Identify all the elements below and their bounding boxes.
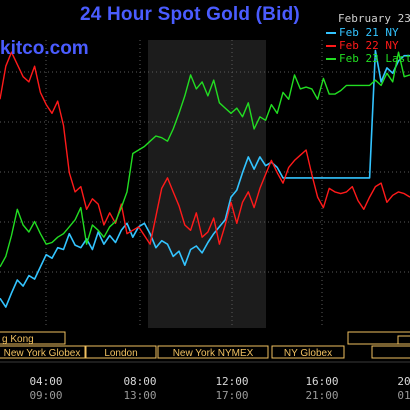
legend-label-feb21: Feb 21 NY — [339, 26, 399, 39]
legend-item-feb23: Feb 23 Last — [326, 52, 410, 65]
legend-swatch-feb23 — [326, 57, 336, 60]
legend-item-feb22: Feb 22 NY — [326, 39, 410, 52]
x-tick-label-1: 08:00 — [123, 375, 156, 388]
session-box-london — [85, 345, 157, 359]
legend: Feb 21 NY Feb 22 NY Feb 23 Last — [326, 26, 410, 65]
session-box-row1-right — [347, 331, 410, 345]
legend-swatch-feb22 — [326, 44, 336, 47]
session-label-hongkong: g Kong — [2, 334, 34, 345]
x-tick-label-2: 12:00 — [215, 375, 248, 388]
date-label: February 23 — [338, 12, 410, 25]
x-tick-secondary-label-3: 21:00 — [305, 389, 338, 402]
session-box-hongkong — [0, 331, 66, 345]
x-tick-secondary-label-4: 01 — [397, 389, 410, 402]
london-session-band — [148, 40, 266, 328]
legend-label-feb23: Feb 23 Last — [339, 52, 410, 65]
session-label-ny-globex: NY Globex — [284, 348, 332, 359]
x-tick-secondary-label-2: 17:00 — [215, 389, 248, 402]
series-line-feb22 — [0, 51, 410, 245]
x-tick-label-3: 16:00 — [305, 375, 338, 388]
session-box-ny-globex — [271, 345, 345, 359]
x-tick-label-0: 04:00 — [29, 375, 62, 388]
legend-label-feb22: Feb 22 NY — [339, 39, 399, 52]
series-line-feb23 — [0, 51, 410, 268]
chart-title: 24 Hour Spot Gold (Bid) — [80, 4, 300, 25]
legend-swatch-feb21 — [326, 31, 336, 34]
x-tick-label-4: 20 — [397, 375, 410, 388]
session-label-newyork-globex: New York Globex — [4, 348, 81, 359]
series-line-feb21 — [0, 49, 410, 308]
session-box-row1-end — [397, 335, 410, 345]
session-box-row2-right — [371, 345, 410, 359]
session-label-newyork-nymex: New York NYMEX — [173, 348, 254, 359]
legend-item-feb21: Feb 21 NY — [326, 26, 410, 39]
x-tick-secondary-label-0: 09:00 — [29, 389, 62, 402]
x-tick-secondary-label-1: 13:00 — [123, 389, 156, 402]
site-label: kitco.com — [0, 38, 89, 59]
session-box-newyork-nymex — [157, 345, 269, 359]
session-label-london: London — [104, 348, 137, 359]
session-box-newyork-globex — [0, 345, 86, 359]
